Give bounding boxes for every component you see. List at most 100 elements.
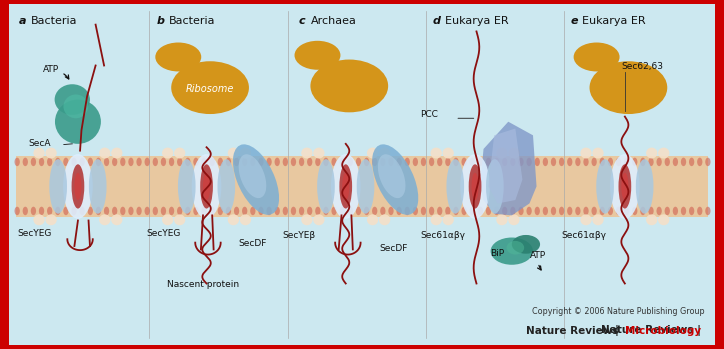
Ellipse shape (54, 84, 90, 115)
Ellipse shape (96, 207, 101, 215)
Ellipse shape (209, 158, 215, 166)
Ellipse shape (584, 158, 589, 166)
Ellipse shape (616, 158, 621, 166)
Ellipse shape (649, 158, 654, 166)
Ellipse shape (616, 207, 621, 215)
Ellipse shape (442, 214, 454, 225)
Ellipse shape (299, 207, 304, 215)
Ellipse shape (405, 158, 410, 166)
Ellipse shape (437, 158, 442, 166)
Ellipse shape (379, 148, 390, 158)
Ellipse shape (99, 214, 111, 225)
Ellipse shape (632, 158, 637, 166)
Text: Nature Reviews |: Nature Reviews | (601, 325, 704, 336)
Ellipse shape (161, 158, 166, 166)
Text: SecYEG: SecYEG (18, 229, 52, 238)
Text: Microbiology: Microbiology (625, 326, 701, 336)
Ellipse shape (429, 158, 434, 166)
Ellipse shape (274, 207, 280, 215)
Ellipse shape (111, 214, 122, 225)
Ellipse shape (340, 158, 345, 166)
Ellipse shape (282, 158, 288, 166)
Ellipse shape (153, 158, 158, 166)
Ellipse shape (39, 207, 44, 215)
Ellipse shape (397, 207, 402, 215)
Ellipse shape (258, 207, 264, 215)
Ellipse shape (218, 207, 223, 215)
Ellipse shape (697, 158, 702, 166)
Ellipse shape (705, 207, 710, 215)
Ellipse shape (201, 207, 207, 215)
Ellipse shape (174, 214, 185, 225)
Ellipse shape (145, 158, 150, 166)
Text: d: d (433, 16, 441, 26)
Ellipse shape (295, 41, 340, 70)
Ellipse shape (226, 158, 231, 166)
Ellipse shape (239, 154, 266, 198)
Ellipse shape (88, 207, 93, 215)
Ellipse shape (573, 43, 620, 72)
Ellipse shape (624, 207, 629, 215)
Ellipse shape (507, 241, 524, 254)
Ellipse shape (581, 214, 592, 225)
Text: Eukarya ER: Eukarya ER (583, 16, 646, 26)
Ellipse shape (313, 214, 324, 225)
Ellipse shape (46, 148, 56, 158)
Ellipse shape (592, 148, 604, 158)
Ellipse shape (80, 207, 85, 215)
Ellipse shape (332, 158, 337, 166)
Ellipse shape (592, 214, 604, 225)
Text: ATP: ATP (43, 65, 69, 79)
Ellipse shape (136, 158, 142, 166)
Text: BiP: BiP (491, 249, 505, 258)
Ellipse shape (72, 164, 84, 209)
Ellipse shape (234, 158, 239, 166)
Ellipse shape (486, 207, 491, 215)
Ellipse shape (649, 207, 654, 215)
Text: Archaea: Archaea (311, 16, 356, 26)
Ellipse shape (193, 207, 198, 215)
Ellipse shape (291, 158, 296, 166)
Ellipse shape (72, 158, 77, 166)
Ellipse shape (63, 207, 69, 215)
Ellipse shape (486, 159, 504, 214)
Ellipse shape (226, 207, 231, 215)
Ellipse shape (388, 207, 394, 215)
Ellipse shape (22, 158, 28, 166)
Ellipse shape (104, 158, 109, 166)
Ellipse shape (251, 207, 256, 215)
Ellipse shape (508, 214, 520, 225)
Ellipse shape (534, 207, 540, 215)
Ellipse shape (317, 159, 334, 214)
Ellipse shape (112, 158, 117, 166)
Text: SecDF: SecDF (379, 244, 408, 253)
Ellipse shape (673, 158, 678, 166)
Ellipse shape (380, 158, 385, 166)
Ellipse shape (461, 158, 467, 166)
Ellipse shape (592, 207, 597, 215)
Ellipse shape (234, 207, 239, 215)
Ellipse shape (169, 158, 174, 166)
Ellipse shape (378, 154, 405, 198)
Ellipse shape (599, 207, 605, 215)
Bar (16, 156, 708, 217)
Ellipse shape (496, 148, 508, 158)
Ellipse shape (99, 148, 111, 158)
Ellipse shape (589, 61, 668, 114)
Ellipse shape (597, 159, 614, 214)
Ellipse shape (610, 154, 640, 219)
Ellipse shape (567, 207, 573, 215)
Text: a: a (20, 16, 27, 26)
Text: Sec61αβγ: Sec61αβγ (420, 231, 465, 239)
Ellipse shape (340, 164, 352, 209)
Ellipse shape (697, 207, 702, 215)
Ellipse shape (429, 207, 434, 215)
Ellipse shape (153, 207, 158, 215)
Ellipse shape (437, 207, 442, 215)
Text: b: b (157, 16, 165, 26)
Ellipse shape (22, 207, 28, 215)
Text: Bacteria: Bacteria (31, 16, 77, 26)
Ellipse shape (599, 158, 605, 166)
Ellipse shape (14, 207, 20, 215)
Ellipse shape (251, 158, 256, 166)
